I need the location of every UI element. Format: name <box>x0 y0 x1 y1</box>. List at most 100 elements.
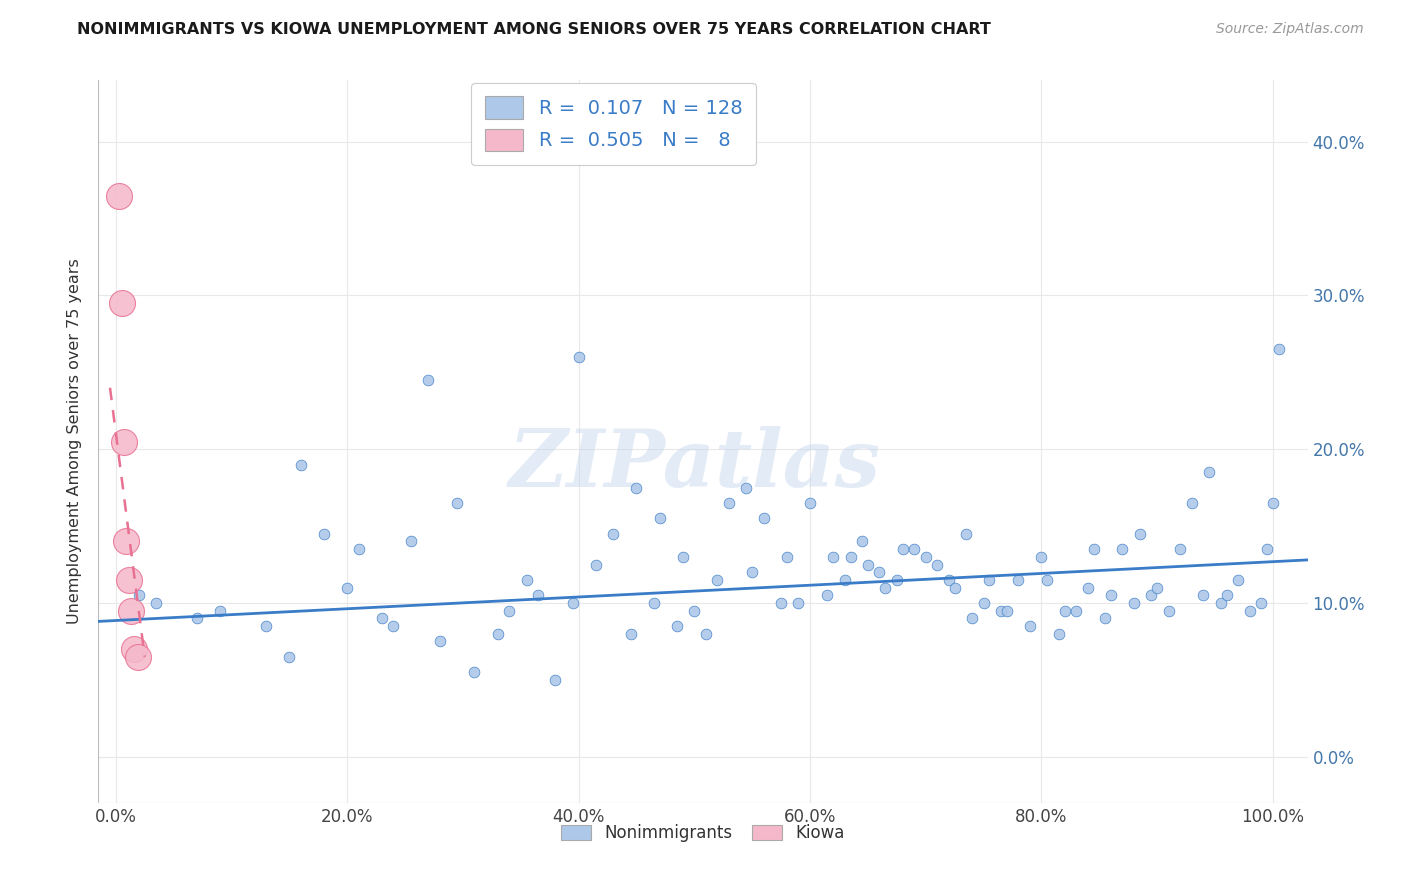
Point <box>752 511 775 525</box>
Point <box>1047 626 1070 640</box>
Point <box>127 649 149 664</box>
Point <box>927 558 949 572</box>
Point <box>561 596 583 610</box>
Point <box>1031 549 1053 564</box>
Point <box>787 596 810 610</box>
Point <box>568 350 591 364</box>
Point <box>486 626 509 640</box>
Point <box>498 604 520 618</box>
Point <box>1168 542 1191 557</box>
Point <box>875 581 897 595</box>
Point <box>643 596 665 610</box>
Point <box>776 549 799 564</box>
Text: NONIMMIGRANTS VS KIOWA UNEMPLOYMENT AMONG SENIORS OVER 75 YEARS CORRELATION CHAR: NONIMMIGRANTS VS KIOWA UNEMPLOYMENT AMON… <box>77 22 991 37</box>
Point <box>1094 611 1116 625</box>
Point <box>1261 496 1284 510</box>
Point <box>1053 604 1076 618</box>
Point <box>903 542 925 557</box>
Point <box>429 634 451 648</box>
Point <box>186 611 208 625</box>
Point <box>851 534 873 549</box>
Point <box>943 581 966 595</box>
Point <box>665 619 688 633</box>
Point <box>602 526 624 541</box>
Point <box>938 573 960 587</box>
Point <box>208 604 231 618</box>
Point <box>1018 619 1040 633</box>
Point <box>145 596 167 610</box>
Point <box>886 573 908 587</box>
Point <box>418 373 440 387</box>
Point <box>110 296 132 310</box>
Point <box>979 573 1001 587</box>
Point <box>527 588 550 602</box>
Point <box>834 573 856 587</box>
Point <box>347 542 370 557</box>
Point <box>124 642 146 657</box>
Point <box>770 596 793 610</box>
Point <box>1227 573 1250 587</box>
Point <box>626 481 648 495</box>
Point <box>706 573 728 587</box>
Point <box>672 549 695 564</box>
Point <box>120 604 142 618</box>
Point <box>585 558 607 572</box>
Point <box>1215 588 1237 602</box>
Point <box>112 434 135 449</box>
Point <box>290 458 312 472</box>
Point <box>990 604 1012 618</box>
Point <box>108 188 131 202</box>
Point <box>1209 596 1232 610</box>
Point <box>955 526 977 541</box>
Point <box>799 496 821 510</box>
Point <box>463 665 485 680</box>
Point <box>683 604 706 618</box>
Point <box>1007 573 1029 587</box>
Point <box>973 596 995 610</box>
Point <box>371 611 394 625</box>
Point <box>336 581 359 595</box>
Point <box>115 534 138 549</box>
Point <box>695 626 717 640</box>
Y-axis label: Unemployment Among Seniors over 75 years: Unemployment Among Seniors over 75 years <box>67 259 83 624</box>
Point <box>278 649 301 664</box>
Point <box>960 611 983 625</box>
Point <box>1146 581 1168 595</box>
Point <box>995 604 1018 618</box>
Point <box>1239 604 1261 618</box>
Text: Source: ZipAtlas.com: Source: ZipAtlas.com <box>1216 22 1364 37</box>
Point <box>1064 604 1087 618</box>
Point <box>1198 465 1220 479</box>
Point <box>914 549 936 564</box>
Point <box>1181 496 1204 510</box>
Point <box>869 565 891 579</box>
Point <box>382 619 405 633</box>
Point <box>1123 596 1146 610</box>
Point <box>891 542 914 557</box>
Point <box>312 526 335 541</box>
Point <box>254 619 277 633</box>
Point <box>1250 596 1272 610</box>
Text: ZIPatlas: ZIPatlas <box>508 425 880 503</box>
Point <box>399 534 422 549</box>
Point <box>1083 542 1105 557</box>
Point <box>128 588 150 602</box>
Point <box>1111 542 1133 557</box>
Point <box>823 549 845 564</box>
Point <box>1267 343 1289 357</box>
Point <box>620 626 643 640</box>
Point <box>1129 526 1152 541</box>
Point <box>815 588 838 602</box>
Point <box>839 549 862 564</box>
Legend: Nonimmigrants, Kiowa: Nonimmigrants, Kiowa <box>554 817 852 848</box>
Point <box>1192 588 1215 602</box>
Point <box>718 496 741 510</box>
Point <box>741 565 763 579</box>
Point <box>1140 588 1163 602</box>
Point <box>735 481 758 495</box>
Point <box>117 573 139 587</box>
Point <box>1036 573 1059 587</box>
Point <box>1099 588 1122 602</box>
Point <box>856 558 879 572</box>
Point <box>446 496 468 510</box>
